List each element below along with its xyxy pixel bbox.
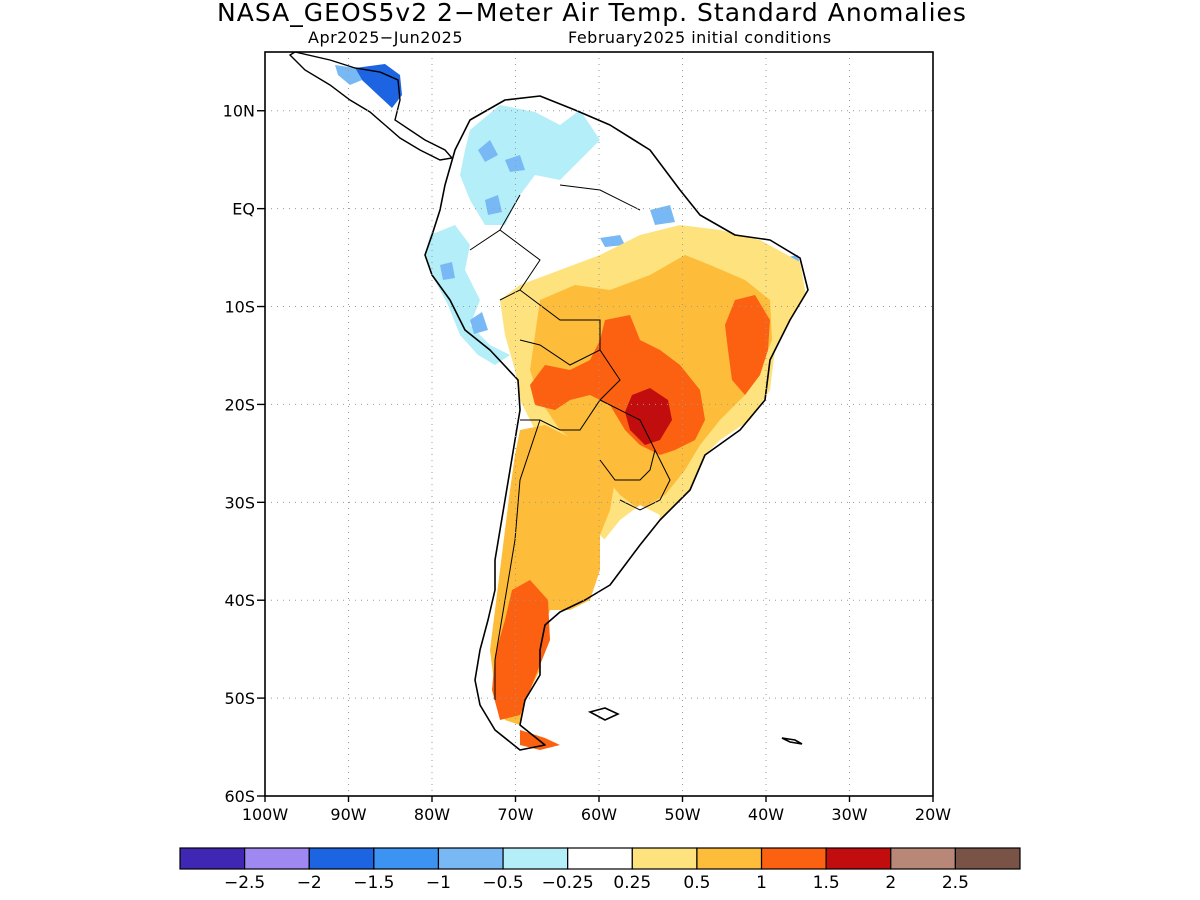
lat-tick-label: 60S bbox=[224, 787, 255, 806]
lon-tick-label: 80W bbox=[414, 805, 450, 824]
plot-frame bbox=[264, 51, 934, 797]
lat-tick-label: 10S bbox=[224, 298, 255, 317]
map-title: NASA_GEOS5v2 2−Meter Air Temp. Standard … bbox=[217, 0, 967, 27]
country-borders bbox=[469, 184, 671, 700]
lat-tick-label: EQ bbox=[232, 200, 255, 219]
south-georgia bbox=[781, 737, 803, 745]
colorbar-label: 0.25 bbox=[613, 873, 651, 893]
colorbar-label: 1 bbox=[756, 873, 767, 893]
lon-tick-label: 20W bbox=[915, 805, 951, 824]
lon-tick-label: 50W bbox=[664, 805, 700, 824]
colorbar-swatch bbox=[890, 847, 956, 870]
initial-conditions: February2025 initial conditions bbox=[568, 28, 832, 47]
colorbar-label: −0.25 bbox=[542, 873, 594, 893]
colorbar-label: 2.5 bbox=[942, 873, 969, 893]
map-plot-area bbox=[265, 52, 933, 796]
forecast-period: Apr2025−Jun2025 bbox=[308, 28, 464, 47]
colorbar-swatch bbox=[760, 847, 827, 870]
graticule bbox=[257, 52, 934, 802]
colorbar-swatch bbox=[825, 847, 892, 870]
colorbar-swatch bbox=[308, 847, 375, 870]
lon-tick-label: 90W bbox=[330, 805, 366, 824]
lon-tick-label: 30W bbox=[831, 805, 867, 824]
colorbar-swatch bbox=[631, 847, 698, 870]
central-america-land bbox=[290, 52, 452, 160]
coastline bbox=[424, 95, 809, 751]
colorbar-swatch bbox=[179, 847, 246, 870]
lon-tick-label: 100W bbox=[242, 805, 289, 824]
central-america-cold bbox=[355, 64, 402, 108]
colorbar-label: −1.5 bbox=[353, 873, 394, 893]
colorbar-swatch bbox=[502, 847, 569, 870]
colorbar-label: 2 bbox=[885, 873, 896, 893]
lat-tick-label: 50S bbox=[224, 689, 255, 708]
lat-tick-label: 40S bbox=[224, 591, 255, 610]
lat-tick-label: 10N bbox=[223, 102, 255, 121]
central-america-coast bbox=[288, 52, 454, 161]
lon-tick-label: 60W bbox=[581, 805, 617, 824]
lat-tick-label: 30S bbox=[224, 493, 255, 512]
uruguay-neutral bbox=[600, 505, 660, 580]
lon-tick-label: 70W bbox=[497, 805, 533, 824]
colorbar-label: −0.5 bbox=[482, 873, 523, 893]
colorbar-swatch bbox=[437, 847, 504, 870]
colombia-venezuela-cool bbox=[460, 105, 600, 225]
colorbar-swatch bbox=[696, 847, 763, 870]
colorbar-swatch bbox=[567, 847, 633, 870]
colorbar-label: −2.5 bbox=[224, 873, 265, 893]
ecuador-peru-cool bbox=[425, 225, 510, 365]
falkland-islands bbox=[587, 707, 620, 721]
patagonia-hot bbox=[492, 580, 550, 720]
central-america-cool bbox=[335, 65, 362, 85]
colorbar-label: −1 bbox=[426, 873, 451, 893]
mato-grosso-core bbox=[625, 388, 672, 445]
colorbar-swatch bbox=[373, 847, 440, 870]
colorbar-label: 0.5 bbox=[683, 873, 710, 893]
colorbar-label: −2 bbox=[297, 873, 322, 893]
colorbar-label: 1.5 bbox=[813, 873, 840, 893]
northeast-brazil-hot bbox=[725, 295, 770, 395]
lat-tick-label: 20S bbox=[224, 395, 255, 414]
colorbar-swatch bbox=[954, 847, 1021, 870]
colorbar-swatch bbox=[244, 847, 310, 870]
colorbar: −2.5 −2 −1.5 −1 −0.5 −0.25 0.25 0.5 1 1.5 2 2.5 bbox=[179, 847, 1021, 893]
lon-tick-label: 40W bbox=[748, 805, 784, 824]
